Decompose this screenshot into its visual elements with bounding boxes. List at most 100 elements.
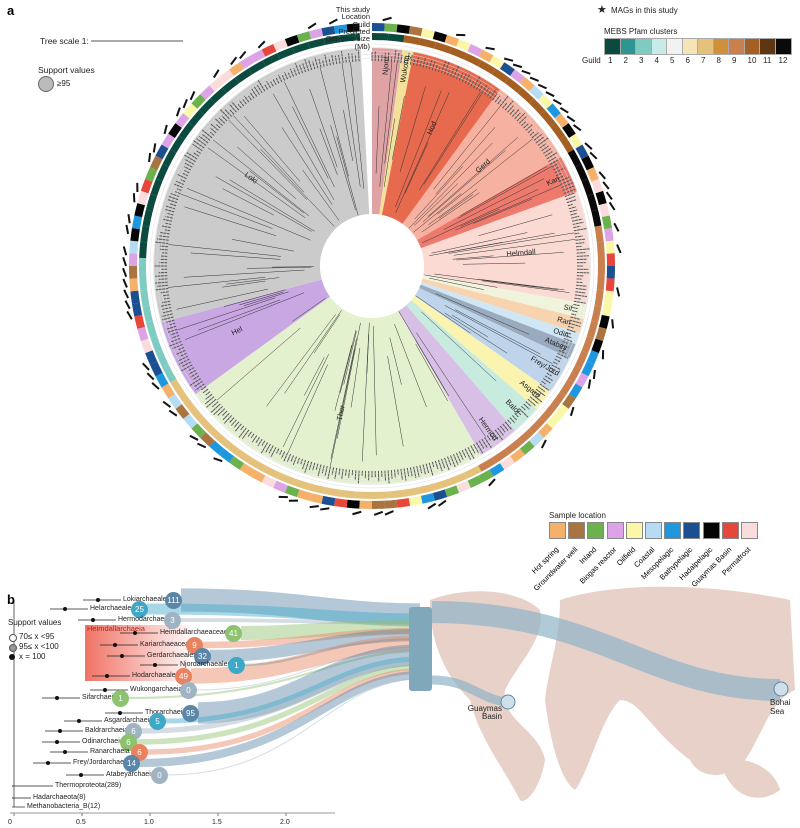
genome-size-bar	[270, 446, 277, 458]
guild-swatch	[681, 38, 699, 55]
heimdall-highlight	[85, 625, 190, 681]
genome-size-bar	[467, 78, 472, 86]
genome-size-bar	[554, 167, 565, 174]
this-study-mark	[559, 107, 569, 114]
guild-ring-segment	[586, 320, 599, 339]
guild-ring-segment	[355, 491, 372, 499]
guild-ring-segment	[517, 428, 534, 445]
genome-size-bar	[168, 195, 179, 201]
location-ring-segment	[605, 240, 615, 254]
location-ring-segment	[581, 361, 594, 377]
genome-size-bar	[544, 151, 553, 157]
genome-size-bar	[302, 63, 307, 73]
guild-ring-segment	[178, 392, 194, 410]
location-ring-segment	[161, 383, 175, 399]
support-node	[103, 688, 107, 692]
genome-size-bar	[162, 225, 171, 229]
guild-ring-segment	[559, 135, 574, 153]
tree-branch	[482, 280, 570, 293]
guild-ring-segment	[539, 110, 556, 127]
genome-size-bar	[494, 429, 503, 441]
tree-branch	[222, 188, 275, 216]
this-study-mark	[605, 191, 613, 201]
genome-size-bar	[286, 453, 292, 462]
genome-size-bar	[202, 388, 209, 394]
guild-ring-segment	[491, 68, 509, 84]
genome-size-bar	[279, 449, 283, 455]
tree-branch	[434, 273, 558, 291]
guild-ring-segment	[387, 33, 405, 43]
genome-size-bar	[504, 421, 512, 430]
ring-gridline	[160, 54, 584, 478]
location-ring-segment	[183, 413, 198, 429]
tree-branch	[292, 298, 326, 322]
genome-size-bar	[571, 215, 580, 219]
support-node	[58, 729, 62, 733]
guild-ring-segment	[150, 335, 163, 354]
genome-size-bar	[511, 109, 520, 117]
genome-size-bar	[458, 72, 464, 81]
support-item: 70≤ x <95	[19, 632, 55, 641]
guild-ring-segment	[517, 87, 534, 104]
taxon-label: Wukongarchaeia	[130, 686, 183, 693]
tree-branch	[222, 280, 266, 288]
genome-size-bar	[223, 415, 233, 424]
this-study-mark	[373, 510, 384, 516]
guild-ring-segment	[188, 405, 205, 422]
world-map-landmass	[720, 759, 780, 798]
mags-legend: MAGs in this study	[611, 6, 678, 15]
guild-ring-segment	[198, 98, 216, 115]
genome-size-bar	[473, 443, 480, 454]
this-study-mark	[328, 18, 338, 25]
this-study-mark	[124, 300, 131, 310]
guild-ring-segment	[142, 305, 153, 323]
location-ring-segment	[606, 266, 615, 279]
count-badge: 1	[112, 690, 129, 707]
genome-size-bar	[256, 84, 263, 94]
tree-branch	[395, 92, 450, 213]
this-study-mark	[142, 362, 150, 371]
tree-branch	[452, 255, 494, 260]
genome-size-bar	[321, 465, 325, 474]
location-ring-segment	[595, 190, 607, 206]
guild-number: 4	[654, 56, 659, 65]
this-study-mark	[257, 40, 266, 49]
guaymas-marker	[500, 694, 516, 710]
tree-branch	[421, 189, 539, 244]
genome-size-bar	[475, 81, 482, 90]
genome-size-bar	[464, 73, 471, 84]
tree-branch	[260, 148, 335, 227]
this-study-mark	[146, 372, 155, 381]
genome-size-bar	[434, 460, 439, 470]
genome-size-bar	[449, 455, 456, 468]
location-ring-segment	[408, 495, 423, 507]
genome-size-bar	[205, 391, 211, 396]
genome-size-bar	[253, 86, 260, 95]
tree-branch	[404, 142, 429, 194]
genome-size-bar	[184, 169, 190, 174]
genome-size-bar	[529, 131, 535, 136]
this-study-mark	[307, 22, 317, 30]
this-study-mark	[152, 143, 157, 153]
location-swatch	[702, 522, 720, 539]
location-ring-segment	[538, 94, 553, 109]
tree-branch	[431, 232, 528, 254]
this-study-mark	[239, 50, 247, 60]
guild-ring-segment	[307, 38, 326, 49]
genome-size-bar	[481, 84, 488, 94]
genome-size-bar	[184, 162, 193, 168]
tree-branch	[444, 305, 553, 364]
genome-size-bar	[318, 58, 322, 68]
star-icon: ★	[597, 4, 607, 16]
genome-size-bar	[184, 166, 192, 171]
this-study-mark	[230, 56, 238, 66]
genome-size-bar	[354, 470, 357, 480]
guild-ring-segment	[140, 225, 150, 243]
guild-ring-segment	[528, 98, 546, 115]
genome-size-bar	[565, 195, 576, 201]
tree-branch	[421, 192, 480, 233]
genome-size-bar	[478, 85, 484, 92]
tree-branch	[433, 105, 501, 190]
guild-ring-segment	[418, 483, 437, 494]
location-ring-segment	[591, 338, 604, 354]
